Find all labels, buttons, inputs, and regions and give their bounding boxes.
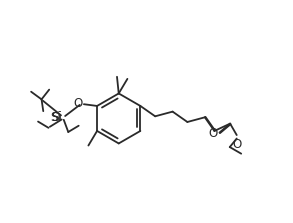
Text: Si: Si bbox=[51, 111, 62, 124]
Text: O: O bbox=[208, 127, 217, 140]
Text: Si: Si bbox=[51, 111, 62, 124]
Text: Si: Si bbox=[50, 111, 61, 124]
Text: O: O bbox=[232, 138, 241, 151]
Text: O: O bbox=[73, 97, 83, 110]
